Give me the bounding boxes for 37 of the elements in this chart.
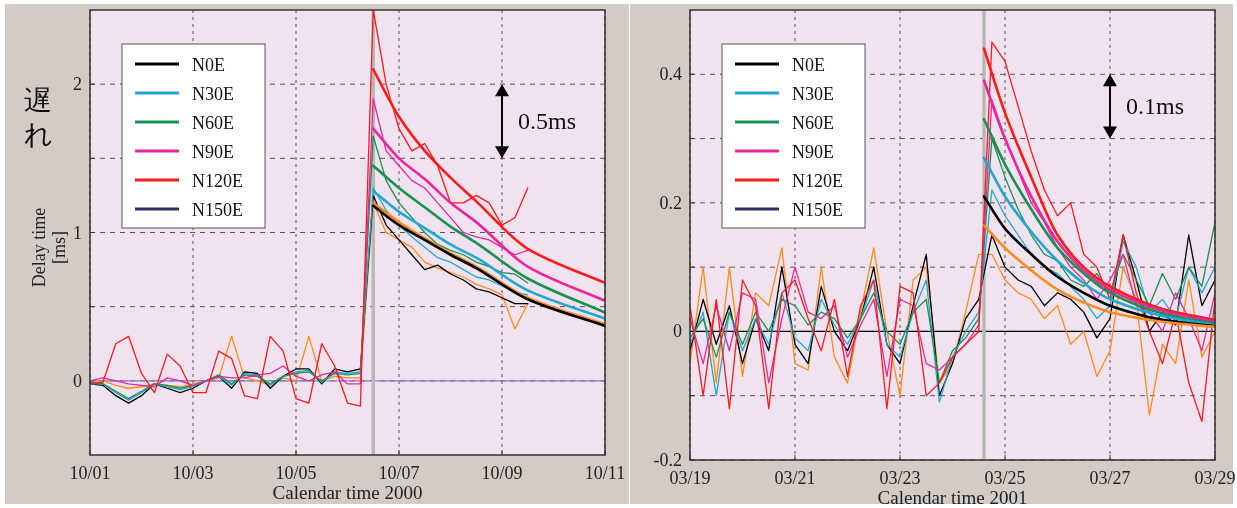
annotation: 0.5ms bbox=[518, 108, 577, 135]
legend-label: N150E bbox=[192, 200, 243, 220]
text: 遅れ bbox=[23, 85, 53, 150]
legend-label: N90E bbox=[792, 142, 834, 162]
legend-label: N0E bbox=[192, 55, 225, 75]
x-tick-label: 10/01 bbox=[69, 463, 111, 483]
x-axis-title: Calendar time 2000 bbox=[272, 482, 423, 503]
x-tick-label: 10/05 bbox=[275, 463, 317, 483]
x-tick-label: 03/19 bbox=[669, 468, 711, 488]
y-tick-label: -0.2 bbox=[653, 450, 682, 470]
y-tick-label: 2 bbox=[73, 74, 82, 95]
y-tick-label: 0.4 bbox=[659, 64, 682, 85]
legend-label: N30E bbox=[792, 84, 834, 104]
x-tick-label: 03/27 bbox=[1089, 468, 1131, 488]
y-axis-title: Delay time [ms] bbox=[29, 207, 69, 288]
legend-label: N0E bbox=[792, 55, 825, 75]
legend-label: N120E bbox=[792, 171, 843, 191]
legend-label: N90E bbox=[192, 142, 234, 162]
x-tick-label: 10/11 bbox=[584, 463, 626, 483]
y-tick-label: 0 bbox=[673, 321, 682, 342]
x-axis-title: Calendar time 2001 bbox=[877, 487, 1028, 508]
x-tick-label: 03/23 bbox=[879, 468, 921, 488]
annotation: 0.1ms bbox=[1126, 93, 1185, 120]
legend-label: N60E bbox=[192, 113, 234, 133]
legend-label: N120E bbox=[192, 171, 243, 191]
x-tick-label: 10/07 bbox=[378, 463, 420, 483]
x-tick-label: 03/21 bbox=[774, 468, 816, 488]
x-tick-label: 10/03 bbox=[172, 463, 214, 483]
y-tick-label: 1 bbox=[73, 222, 82, 243]
legend-label: N60E bbox=[792, 113, 834, 133]
legend-label: N30E bbox=[192, 84, 234, 104]
legend-label: N150E bbox=[792, 200, 843, 220]
y-tick-label: 0.2 bbox=[659, 192, 682, 213]
x-tick-label: 03/25 bbox=[984, 468, 1026, 488]
x-tick-label: 03/29 bbox=[1194, 468, 1236, 488]
y-tick-label: 0 bbox=[73, 370, 82, 391]
x-tick-label: 10/09 bbox=[481, 463, 523, 483]
